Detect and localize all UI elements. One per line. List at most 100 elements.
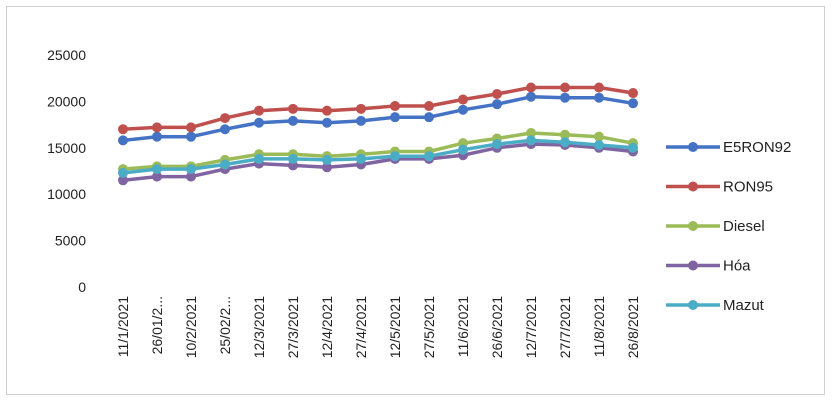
data-point	[152, 122, 162, 133]
data-point	[594, 131, 604, 142]
y-tick-label: 5000	[55, 233, 86, 249]
legend-marker	[688, 181, 698, 192]
data-point	[390, 101, 400, 112]
data-point	[288, 115, 298, 126]
data-point	[356, 103, 366, 114]
data-point	[526, 82, 536, 93]
data-point	[390, 151, 400, 162]
data-point	[322, 162, 332, 173]
y-tick-label: 20000	[47, 93, 86, 109]
legend-entry-hóa: Hóa	[666, 258, 751, 275]
series-mazut	[118, 135, 638, 178]
x-tick-label: 12/7/2021	[523, 296, 539, 358]
series-e5ron92	[118, 91, 638, 146]
data-point	[356, 115, 366, 126]
data-point	[288, 153, 298, 164]
x-tick-label: 26/6/2021	[489, 296, 505, 358]
data-point	[424, 151, 434, 162]
legend-label: E5RON92	[723, 139, 791, 156]
x-tick-label: 26/01/2...	[149, 296, 165, 354]
data-point	[220, 159, 230, 170]
data-point	[560, 82, 570, 93]
data-point	[118, 167, 128, 178]
legend-label: Diesel	[723, 218, 765, 235]
legend-entry-ron95: RON95	[666, 179, 773, 196]
data-point	[560, 129, 570, 140]
data-point	[628, 88, 638, 99]
data-point	[118, 175, 128, 186]
data-point	[424, 101, 434, 112]
data-point	[118, 135, 128, 146]
data-point	[594, 82, 604, 93]
data-point	[492, 139, 502, 150]
data-point	[152, 164, 162, 175]
x-tick-label: 11/1/2021	[115, 296, 131, 357]
legend-marker	[688, 221, 698, 231]
data-point	[220, 124, 230, 135]
y-tick-label: 0	[78, 279, 86, 295]
series-line	[121, 138, 635, 175]
legend-entry-mazut: Mazut	[666, 297, 765, 314]
data-point	[186, 164, 196, 175]
y-tick-label: 10000	[47, 186, 86, 202]
x-tick-label: 27/4/2021	[353, 296, 369, 358]
data-point	[254, 105, 264, 116]
x-tick-label: 10/2/2021	[183, 296, 199, 358]
data-point	[322, 117, 332, 128]
data-point	[492, 99, 502, 110]
data-point	[254, 117, 264, 128]
legend-label: Hóa	[723, 258, 751, 275]
legend-label: Mazut	[723, 297, 765, 314]
legend-label: RON95	[723, 179, 773, 196]
x-tick-label: 25/02/2...	[217, 296, 233, 354]
data-point	[594, 140, 604, 151]
series-hóa	[118, 139, 638, 186]
x-tick-label: 12/4/2021	[319, 296, 335, 358]
series-ron95	[118, 82, 638, 135]
data-point	[628, 142, 638, 153]
legend-marker	[688, 142, 698, 152]
data-point	[322, 154, 332, 165]
data-point	[526, 127, 536, 138]
data-point	[152, 131, 162, 142]
data-point	[594, 92, 604, 103]
series-line	[121, 131, 635, 171]
data-point	[288, 103, 298, 114]
x-tick-label: 27/7/2021	[557, 296, 573, 358]
data-point	[458, 94, 468, 105]
data-point	[424, 112, 434, 123]
legend-marker	[688, 300, 698, 310]
x-tick-label: 12/3/2021	[251, 296, 267, 358]
data-point	[254, 153, 264, 164]
x-tick-label: 11/6/2021	[455, 296, 471, 357]
series-line	[121, 85, 635, 131]
legend-marker	[688, 260, 698, 271]
data-point	[628, 98, 638, 109]
legend-entry-e5ron92: E5RON92	[666, 139, 791, 156]
series-line	[121, 142, 635, 183]
x-tick-label: 27/5/2021	[421, 296, 437, 358]
data-point	[526, 91, 536, 102]
data-point	[390, 112, 400, 123]
y-tick-label: 25000	[47, 47, 86, 63]
y-tick-label: 15000	[47, 140, 86, 156]
legend-entry-diesel: Diesel	[666, 218, 765, 235]
data-point	[526, 135, 536, 146]
x-tick-label: 12/5/2021	[387, 296, 403, 358]
data-point	[560, 137, 570, 148]
data-point	[118, 124, 128, 135]
data-point	[220, 113, 230, 124]
data-point	[356, 153, 366, 164]
data-point	[458, 144, 468, 155]
data-point	[458, 104, 468, 115]
data-point	[492, 88, 502, 99]
data-point	[322, 105, 332, 116]
data-point	[560, 92, 570, 103]
data-point	[186, 131, 196, 142]
x-tick-label: 26/8/2021	[625, 296, 641, 358]
x-tick-label: 27/3/2021	[285, 296, 301, 358]
data-point	[186, 122, 196, 133]
data-point	[152, 171, 162, 182]
chart-frame	[6, 6, 825, 395]
